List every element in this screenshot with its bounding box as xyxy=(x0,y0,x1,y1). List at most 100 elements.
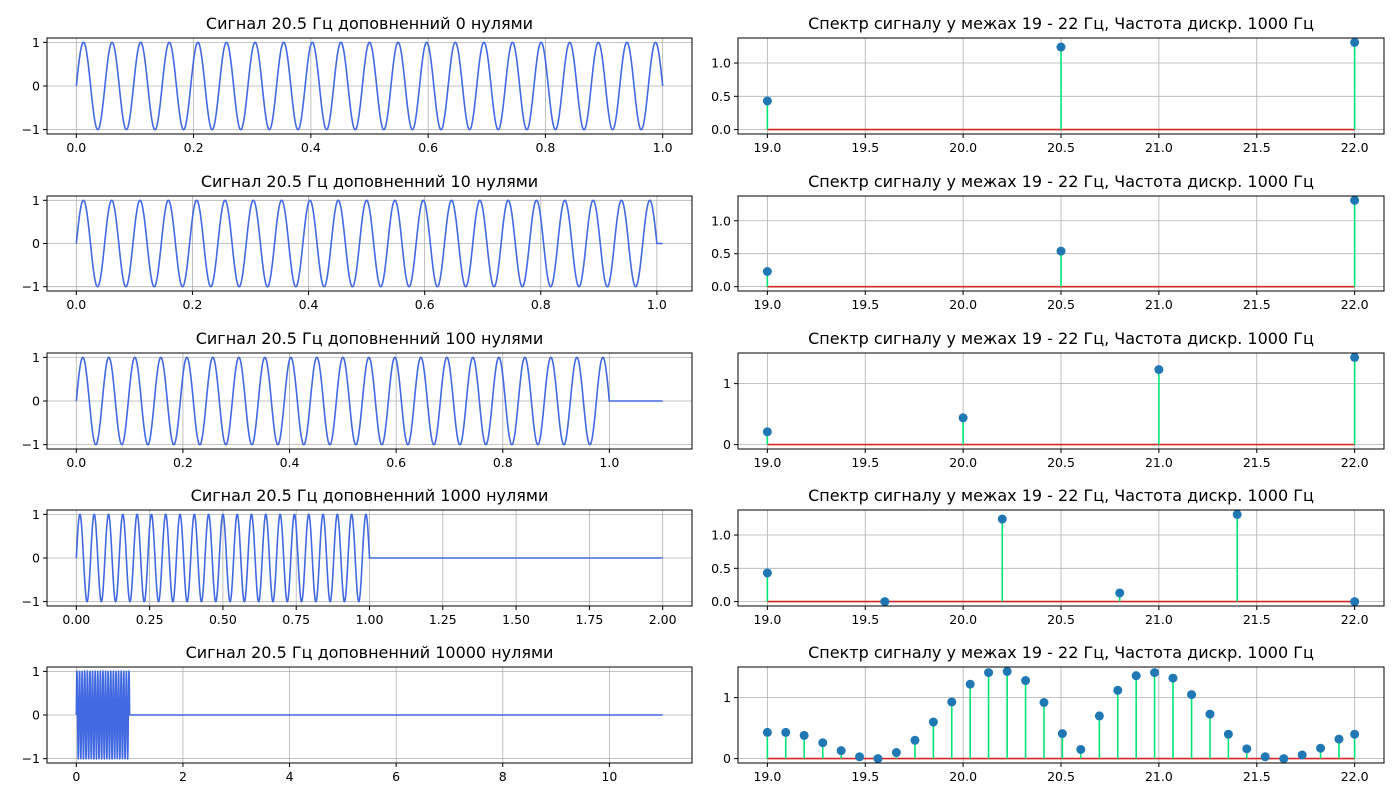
plot-area xyxy=(762,38,1360,131)
stem-marker xyxy=(1154,365,1164,375)
stem-marker xyxy=(1057,729,1067,739)
stem-marker xyxy=(762,427,772,437)
x-tick-label: 4 xyxy=(286,769,294,784)
stem-marker xyxy=(836,746,846,756)
x-tick-label: 0.2 xyxy=(184,140,204,155)
stem-marker xyxy=(1350,196,1360,205)
x-tick-label: 19.5 xyxy=(851,612,879,627)
x-tick-label: 21.5 xyxy=(1243,612,1271,627)
stem-marker xyxy=(1113,685,1123,695)
y-tick-label: 0 xyxy=(723,751,731,766)
stem-marker xyxy=(818,738,828,748)
subplot-10: 19.0 19.5 20.0 20.5 21.0 21.5 22.0 0 1 Спектр сиг… xyxy=(723,643,1385,784)
subplot-2: 0.0 0.2 0.4 0.6 0.8 1.0 −1 0 1 Сигнал 20.5 Гц доп… xyxy=(22,172,693,312)
y-tick-label: −1 xyxy=(22,751,40,766)
y-tick-label: 0 xyxy=(32,79,40,94)
stem-marker xyxy=(880,597,890,606)
x-tick-label: 2.00 xyxy=(649,612,677,627)
stem-marker xyxy=(984,668,994,678)
x-tick-label: 22.0 xyxy=(1341,455,1369,470)
y-tick-label: 1.0 xyxy=(711,213,731,228)
stem-marker xyxy=(1094,711,1104,721)
stem-marker xyxy=(1131,671,1141,681)
x-tick-label: 0 xyxy=(72,769,80,784)
stem-marker xyxy=(1168,673,1178,683)
x-tick-label: 8 xyxy=(499,769,507,784)
subplot-4: 0.00 0.25 0.50 0.75 1.00 1.25 1.50 1.75 2.00 −1 0 1… xyxy=(22,486,693,627)
x-tick-label: 20.5 xyxy=(1047,769,1075,784)
plot-area xyxy=(75,669,663,761)
y-tick-label: 1 xyxy=(32,507,40,522)
x-tick-label: 0.6 xyxy=(418,140,438,155)
x-tick-label: 19.0 xyxy=(753,455,781,470)
stem-marker xyxy=(928,717,938,727)
stem-marker xyxy=(891,748,901,758)
x-tick-label: 22.0 xyxy=(1341,140,1369,155)
signal-line xyxy=(75,199,663,288)
x-tick-label: 6 xyxy=(392,769,400,784)
subplot-1: 0.0 0.2 0.4 0.6 0.8 1.0 −1 0 1 Сигнал 20.5 Гц доп… xyxy=(22,14,693,155)
stem-marker xyxy=(1076,744,1086,754)
stem-marker xyxy=(762,727,772,737)
x-tick-label: 0.0 xyxy=(66,297,86,312)
subplot-6: 19.0 19.5 20.0 20.5 21.0 21.5 22.0 0.0 0.5 1.0 Спе… xyxy=(711,14,1385,155)
x-tick-label: 1.0 xyxy=(653,140,673,155)
y-tick-label: 0 xyxy=(723,437,731,452)
stem-marker xyxy=(1350,38,1360,47)
plot-area xyxy=(762,510,1360,606)
x-tick-label: 21.0 xyxy=(1145,612,1173,627)
x-tick-label: 19.0 xyxy=(753,769,781,784)
stem-marker xyxy=(1350,353,1360,362)
stem-marker xyxy=(1279,754,1289,763)
x-tick-label: 0.2 xyxy=(173,455,193,470)
x-tick-label: 0.6 xyxy=(415,297,435,312)
subplot-title: Сигнал 20.5 Гц доповненний 10 нулями xyxy=(201,172,538,191)
subplot-title: Сигнал 20.5 Гц доповненний 0 нулями xyxy=(206,14,533,33)
stem-marker xyxy=(1187,690,1197,700)
x-tick-label: 21.0 xyxy=(1145,769,1173,784)
x-tick-label: 21.0 xyxy=(1145,455,1173,470)
x-tick-label: 21.5 xyxy=(1243,140,1271,155)
subplot-5: 0 2 4 6 8 10 −1 0 1 Сигнал 20.5 Гц доповненний 10… xyxy=(22,643,693,784)
x-tick-label: 21.5 xyxy=(1243,297,1271,312)
x-tick-label: 21.5 xyxy=(1243,769,1271,784)
y-tick-label: 1 xyxy=(32,664,40,679)
x-tick-label: 20.5 xyxy=(1047,455,1075,470)
subplot-title: Спектр сигналу у межах 19 - 22 Гц, Часто… xyxy=(808,14,1314,33)
plot-area xyxy=(75,356,663,446)
x-tick-label: 19.5 xyxy=(851,297,879,312)
y-tick-label: 0 xyxy=(32,551,40,566)
plot-area xyxy=(75,41,664,131)
subplot-title: Спектр сигналу у межах 19 - 22 Гц, Часто… xyxy=(808,172,1314,191)
y-tick-label: 1 xyxy=(32,35,40,50)
x-tick-label: 0.8 xyxy=(493,455,513,470)
y-tick-label: 1 xyxy=(723,690,731,705)
subplot-3: 0.0 0.2 0.4 0.6 0.8 1.0 −1 0 1 Сигнал 20.5 Гц доп… xyxy=(22,329,693,470)
x-tick-label: 2 xyxy=(179,769,187,784)
stem-marker xyxy=(762,266,772,276)
y-tick-label: −1 xyxy=(22,437,40,452)
x-tick-label: 1.50 xyxy=(502,612,530,627)
subplot-8: 19.0 19.5 20.0 20.5 21.0 21.5 22.0 0 1 Спектр сиг… xyxy=(723,329,1385,470)
x-tick-label: 1.0 xyxy=(599,455,619,470)
x-tick-label: 21.5 xyxy=(1243,455,1271,470)
y-tick-label: 0.5 xyxy=(711,246,731,261)
x-tick-label: 0.4 xyxy=(280,455,300,470)
y-tick-label: 1.0 xyxy=(711,528,731,543)
plot-area xyxy=(762,196,1360,288)
x-tick-label: 0.0 xyxy=(66,455,86,470)
x-tick-label: 21.0 xyxy=(1145,140,1173,155)
stem-marker xyxy=(910,735,920,745)
x-tick-label: 19.0 xyxy=(753,140,781,155)
y-tick-label: 0.0 xyxy=(711,279,731,294)
x-tick-label: 20.5 xyxy=(1047,297,1075,312)
stem-marker xyxy=(1334,734,1344,744)
subplot-7: 19.0 19.5 20.0 20.5 21.0 21.5 22.0 0.0 0.5 1.0 Спе… xyxy=(711,172,1385,312)
x-tick-label: 0.8 xyxy=(531,297,551,312)
stem-marker xyxy=(947,697,957,707)
stem-marker xyxy=(997,514,1007,524)
stem-marker xyxy=(781,727,791,737)
stem-marker xyxy=(1350,597,1360,606)
y-tick-label: 0.0 xyxy=(711,122,731,137)
stem-marker xyxy=(1232,510,1242,519)
